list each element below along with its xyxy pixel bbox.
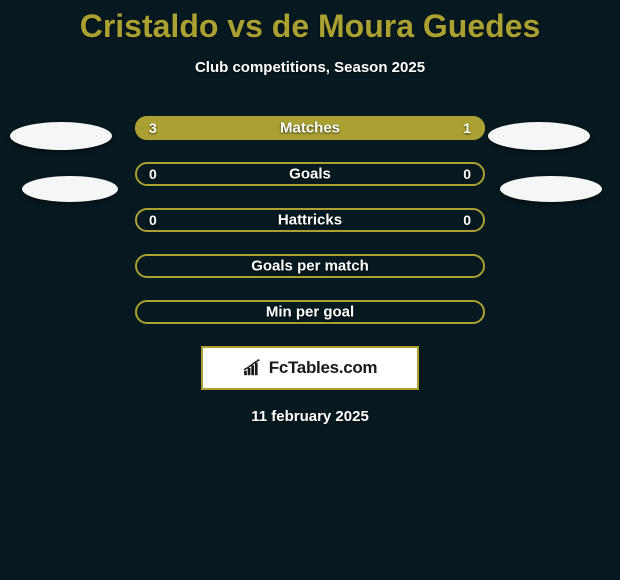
page-title: Cristaldo vs de Moura Guedes — [0, 0, 620, 45]
stat-row: 00Goals — [135, 162, 485, 186]
decorative-ellipse — [22, 176, 118, 202]
stat-label: Matches — [135, 120, 485, 137]
decorative-ellipse — [488, 122, 590, 150]
stat-label: Goals per match — [135, 258, 485, 275]
bars-chart-icon — [243, 359, 265, 377]
stat-label: Goals — [135, 166, 485, 183]
stat-label: Hattricks — [135, 212, 485, 229]
page-subtitle: Club competitions, Season 2025 — [0, 59, 620, 76]
stat-row: 00Hattricks — [135, 208, 485, 232]
stat-row: 31Matches — [135, 116, 485, 140]
stat-label: Min per goal — [135, 304, 485, 321]
decorative-ellipse — [10, 122, 112, 150]
brand-text: FcTables.com — [269, 358, 378, 378]
footer-date: 11 february 2025 — [0, 408, 620, 425]
stat-row: Goals per match — [135, 254, 485, 278]
decorative-ellipse — [500, 176, 602, 202]
brand-badge: FcTables.com — [201, 346, 419, 390]
stat-row: Min per goal — [135, 300, 485, 324]
comparison-stage: 31Matches 00Goals 00Hattricks Goals per mat… — [0, 116, 620, 324]
